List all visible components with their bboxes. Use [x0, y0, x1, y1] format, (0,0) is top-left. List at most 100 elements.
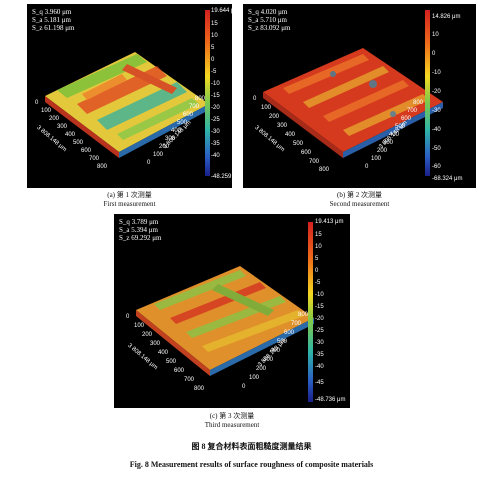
axis-y-tick: 200: [256, 366, 267, 372]
axis-x-tick: 800: [319, 167, 330, 173]
axis-x-tick: 0: [253, 96, 257, 102]
axis-x-tick: 400: [158, 350, 169, 356]
axis-y-tick: 700: [407, 108, 418, 114]
colorbar-tick: -40: [432, 127, 441, 133]
axis-y-tick: 600: [401, 116, 412, 122]
stat-sz: S_z 61.198 μm: [32, 24, 75, 32]
axis-y-tick: 700: [291, 321, 302, 327]
surface-plot: [263, 48, 443, 158]
stat-sq: S_q 3.789 μm: [119, 218, 159, 226]
axis-y-tick: 400: [270, 348, 281, 354]
colorbar-tick: -45: [315, 380, 324, 386]
colorbar-tick: -40: [211, 153, 220, 159]
axis-y-tick: 0: [147, 160, 151, 166]
stat-sq: S_q 3.960 μm: [32, 8, 72, 16]
axis-y-tick: 400: [171, 128, 182, 134]
stat-sa: S_a 5.394 μm: [119, 226, 158, 234]
axis-y-tick: 200: [377, 148, 388, 154]
axis-y-tick: 600: [183, 112, 194, 118]
stat-sz: S_z 69.292 μm: [119, 234, 162, 242]
colorbar-tick: 0: [211, 57, 215, 63]
axis-y-tick: 400: [389, 132, 400, 138]
axis-x-tick: 200: [49, 116, 60, 122]
colorbar-tick: 15: [211, 21, 218, 27]
colorbar-min: -68.324 μm: [432, 176, 463, 182]
colorbar-tick: -35: [315, 352, 324, 358]
colorbar-tick: 0: [315, 268, 319, 274]
axis-y-tick: 800: [413, 100, 424, 106]
colorbar-tick: -35: [211, 141, 220, 147]
axis-y-tick: 200: [159, 144, 170, 150]
caption-b-en: Second measurement: [329, 200, 390, 208]
colorbar-min: -48.259 μm: [211, 174, 242, 180]
surface-plot: [136, 266, 314, 376]
axis-y-tick: 500: [277, 339, 288, 345]
axis-x-tick: 100: [261, 105, 272, 111]
colorbar-tick: -5: [315, 280, 321, 286]
colorbar-tick: -15: [211, 93, 220, 99]
axis-x-tick: 200: [142, 332, 153, 338]
colorbar-tick: -50: [432, 146, 441, 152]
colorbar-tick: -10: [432, 70, 441, 76]
caption-b-cn: (b) 第 2 次测量: [337, 191, 382, 199]
colorbar-tick: -10: [211, 81, 220, 87]
axis-x-tick: 300: [150, 341, 161, 347]
figure-title-cn: 图 8 复合材料表面粗糙度测量结果: [191, 442, 312, 451]
colorbar-tick: -20: [211, 105, 220, 111]
axis-y-tick: 500: [177, 120, 188, 126]
axis-x-tick: 600: [81, 148, 92, 154]
stat-sq: S_q 4.020 μm: [248, 8, 288, 16]
axis-x-tick: 800: [194, 386, 205, 392]
colorbar-max: 19.413 μm: [315, 219, 344, 225]
axis-x-tick: 300: [277, 123, 288, 129]
colorbar-tick: -30: [432, 108, 441, 114]
axis-y-tick: 0: [365, 164, 369, 170]
axis-y-tick: 800: [298, 312, 309, 318]
colorbar-tick: -30: [211, 129, 220, 135]
colorbar-tick: -5: [211, 69, 217, 75]
axis-x-tick: 300: [57, 124, 68, 130]
colorbar-tick: -30: [315, 340, 324, 346]
axis-x-tick: 800: [97, 164, 108, 170]
axis-x-tick: 100: [134, 323, 145, 329]
stat-sz: S_z 83.092 μm: [248, 24, 291, 32]
axis-y-tick: 300: [165, 136, 176, 142]
caption-c-en: Third measurement: [204, 421, 260, 429]
axis-x-tick: 600: [301, 150, 312, 156]
axis-x-tick: 200: [269, 114, 280, 120]
colorbar-tick: -20: [315, 316, 324, 322]
colorbar-max: 19.644 μm: [211, 8, 240, 14]
caption-a-cn: (a) 第 1 次测量: [107, 191, 152, 199]
stat-sa: S_a 5.710 μm: [248, 16, 287, 24]
axis-y-tick: 500: [395, 124, 406, 130]
figure-title-en: Fig. 8 Measurement results of surface ro…: [129, 460, 374, 469]
colorbar-min: -48.736 μm: [315, 397, 346, 403]
axis-y-tick: 100: [371, 156, 382, 162]
colorbar: [425, 10, 430, 176]
axis-x-tick: 0: [126, 314, 130, 320]
axis-y-tick: 300: [263, 357, 274, 363]
axis-x-tick: 400: [285, 132, 296, 138]
caption-a-en: First measurement: [103, 200, 156, 208]
colorbar-tick: -60: [432, 164, 441, 170]
axis-x-tick: 700: [89, 156, 100, 162]
axis-y-tick: 0: [242, 384, 246, 390]
axis-x-tick: 500: [73, 140, 84, 146]
axis-x-tick: 600: [174, 368, 185, 374]
axis-y-tick: 100: [249, 375, 260, 381]
panel-c: S_q 3.789 μm S_a 5.394 μm S_z 69.292 μm …: [114, 214, 350, 408]
axis-x-tick: 700: [184, 377, 195, 383]
axis-y-tick: 800: [195, 96, 206, 102]
colorbar-tick: 5: [315, 256, 319, 262]
axis-y-tick: 100: [153, 152, 164, 158]
colorbar-tick: 10: [432, 32, 439, 38]
colorbar-tick: -25: [211, 117, 220, 123]
colorbar-tick: -40: [315, 364, 324, 370]
colorbar-tick: 10: [315, 244, 322, 250]
axis-y-tick: 700: [189, 104, 200, 110]
colorbar-tick: -15: [315, 304, 324, 310]
caption-c-cn: (c) 第 3 次测量: [209, 412, 255, 420]
colorbar-tick: -25: [315, 328, 324, 334]
colorbar-max: 14.826 μm: [432, 14, 461, 20]
axis-x-tick: 500: [293, 141, 304, 147]
